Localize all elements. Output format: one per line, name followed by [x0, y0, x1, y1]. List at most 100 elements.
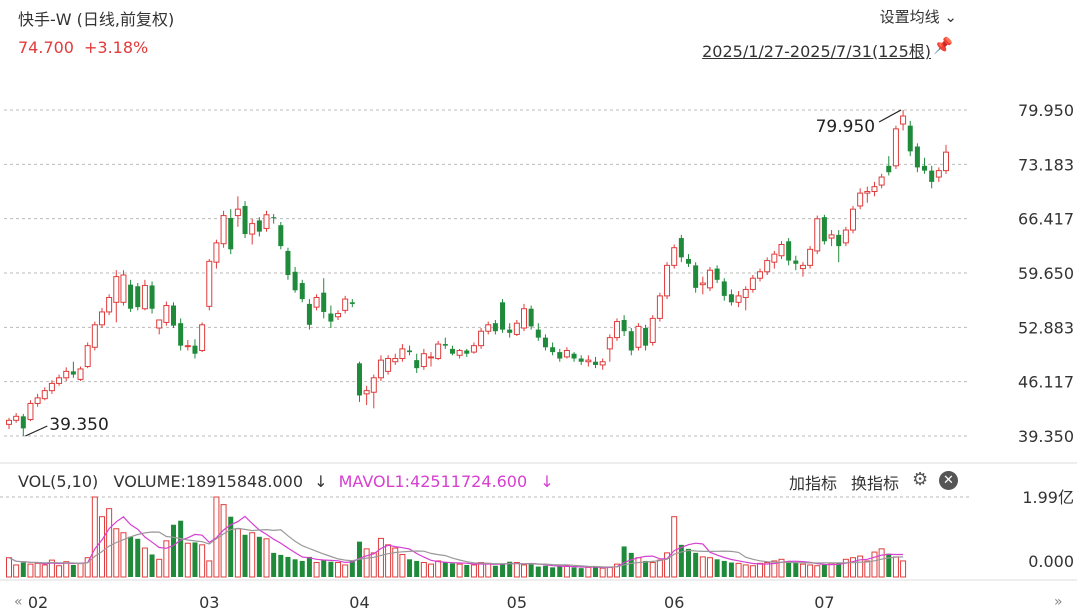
add-indicator-button[interactable]: 加指标 [789, 474, 838, 493]
candle-body [464, 350, 470, 354]
volume-bar [271, 552, 277, 577]
scroll-right-icon: » [1054, 594, 1063, 610]
volume-bar [900, 560, 907, 578]
candle-body [171, 305, 177, 326]
volume-bar [199, 544, 206, 578]
candle-body [613, 321, 620, 339]
volume-bar [84, 557, 91, 578]
volume-bar [735, 562, 742, 578]
candle-body [192, 345, 198, 354]
close-icon[interactable]: ✕ [939, 471, 958, 490]
volume-bar [649, 562, 656, 578]
switch-indicator-button[interactable]: 换指标 [851, 474, 900, 493]
volume-bar [70, 564, 76, 577]
x-tick-label: 07 [814, 593, 834, 612]
gear-icon[interactable]: ⚙ [912, 469, 929, 490]
candle-body [149, 285, 155, 309]
volume-bar [593, 566, 599, 577]
candle-body [557, 352, 563, 359]
volume-bar [656, 559, 663, 578]
candle-body [377, 359, 384, 379]
x-tick-label: 05 [507, 593, 527, 612]
candle-body [77, 368, 84, 380]
candle-body [892, 128, 899, 167]
candle-body [178, 323, 184, 346]
volume-bar [6, 557, 12, 578]
candle-body [63, 370, 70, 379]
volume-bar [878, 548, 885, 578]
volume-bar [321, 560, 327, 577]
volume-bar [370, 552, 377, 578]
volume-bar [557, 566, 563, 577]
set-ma-button[interactable]: 设置均线 ⌄ [880, 6, 957, 27]
price-tick-label: 39.350 [1018, 427, 1074, 446]
candle-body [156, 319, 163, 329]
volume-bar [220, 504, 227, 578]
candle-body [535, 329, 541, 338]
volume-bar [435, 560, 442, 578]
candle-body [6, 419, 12, 425]
candle-body [599, 361, 606, 366]
candle-body [542, 337, 548, 348]
candle-body [228, 217, 234, 250]
volume-bar [171, 524, 177, 577]
candle-body [41, 390, 48, 400]
volume-bar [699, 556, 706, 578]
volume-bar [34, 562, 41, 578]
candle-body [656, 295, 663, 319]
candle-body [693, 265, 699, 288]
volume-bar [263, 538, 270, 578]
volume-bar [156, 558, 163, 578]
candle-body [485, 324, 492, 332]
candle-body [435, 343, 442, 360]
x-tick-label: 06 [664, 593, 684, 612]
volume-bar [678, 544, 684, 577]
candle-body [242, 205, 248, 235]
candle-body [742, 288, 749, 298]
volume-bar [606, 566, 613, 578]
date-range[interactable]: 2025/1/27-2025/7/31(125根) [702, 42, 931, 61]
volume-bar [399, 553, 406, 578]
last-price: 74.700 [18, 38, 74, 57]
candle-body [399, 348, 406, 360]
arrow-down-icon: ↓ [314, 472, 328, 491]
candle-body [106, 296, 113, 313]
candle-body [91, 324, 98, 348]
candle-body [163, 305, 170, 323]
high-annotation: 79.950 [816, 117, 875, 137]
candle-body [184, 345, 191, 348]
volume-bar [842, 558, 849, 578]
volume-bar [563, 565, 570, 578]
pin-icon[interactable]: 📌 [933, 36, 953, 55]
candle-body [585, 359, 592, 363]
price-tick-label: 79.950 [1018, 101, 1074, 120]
candle-body [786, 241, 792, 261]
volume-bar [106, 508, 113, 578]
candle-body [757, 271, 764, 279]
volume-bar [91, 496, 98, 578]
low-annotation-arrow [25, 425, 48, 437]
volume-bar [571, 567, 577, 577]
candle-body [814, 218, 821, 252]
candle-body [907, 125, 913, 152]
volume-bar [500, 564, 506, 577]
volume-bar [478, 562, 485, 578]
mavol-value: MAVOL1:42511724.600 [338, 472, 528, 491]
low-annotation: 39.350 [49, 415, 108, 435]
candle-body [799, 264, 806, 270]
volume-bar [470, 564, 477, 578]
volume-bar [178, 520, 184, 577]
candle-body [342, 298, 349, 311]
volume-bar [728, 562, 734, 577]
candle-body [828, 234, 835, 239]
candle-body [407, 350, 413, 353]
volume-bar [871, 551, 878, 578]
candle-body [20, 416, 26, 429]
volume-bar [821, 564, 827, 577]
volume-bar [886, 553, 892, 577]
volume-bar [578, 568, 584, 577]
candle-body [370, 377, 377, 393]
volume-bar [492, 565, 498, 577]
volume-bar [128, 536, 134, 577]
candle-body [721, 281, 727, 296]
